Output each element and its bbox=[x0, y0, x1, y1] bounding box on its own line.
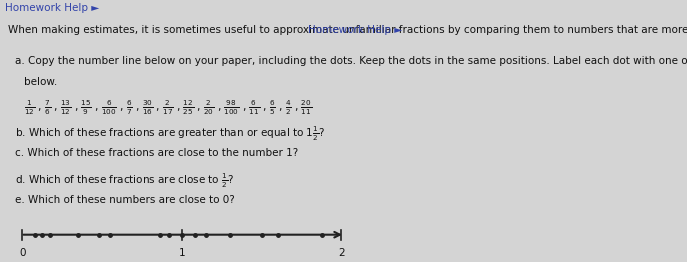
Text: e. Which of these numbers are close to 0?: e. Which of these numbers are close to 0… bbox=[15, 194, 235, 205]
Text: below.: below. bbox=[24, 77, 58, 86]
Text: b. Which of these fractions are greater than or equal to $1\frac{1}{2}$?: b. Which of these fractions are greater … bbox=[15, 124, 326, 143]
Text: 0: 0 bbox=[19, 248, 25, 258]
Text: c. Which of these fractions are close to the number 1?: c. Which of these fractions are close to… bbox=[15, 148, 299, 158]
Text: Homework Help ►: Homework Help ► bbox=[5, 3, 99, 13]
Text: d. Which of these fractions are close to $\frac{1}{2}$?: d. Which of these fractions are close to… bbox=[15, 171, 234, 190]
Text: $\frac{1}{12}$ , $\frac{7}{6}$ , $\frac{13}{12}$ , $\frac{15}{9}$ , $\frac{6}{10: $\frac{1}{12}$ , $\frac{7}{6}$ , $\frac{… bbox=[24, 99, 313, 117]
Text: a. Copy the number line below on your paper, including the dots. Keep the dots i: a. Copy the number line below on your pa… bbox=[15, 56, 687, 66]
Text: When making estimates, it is sometimes useful to approximate unfamiliar fraction: When making estimates, it is sometimes u… bbox=[8, 25, 687, 35]
Text: 1: 1 bbox=[179, 248, 185, 258]
Text: Homework Help ►: Homework Help ► bbox=[308, 25, 403, 35]
Text: 2: 2 bbox=[338, 248, 345, 258]
